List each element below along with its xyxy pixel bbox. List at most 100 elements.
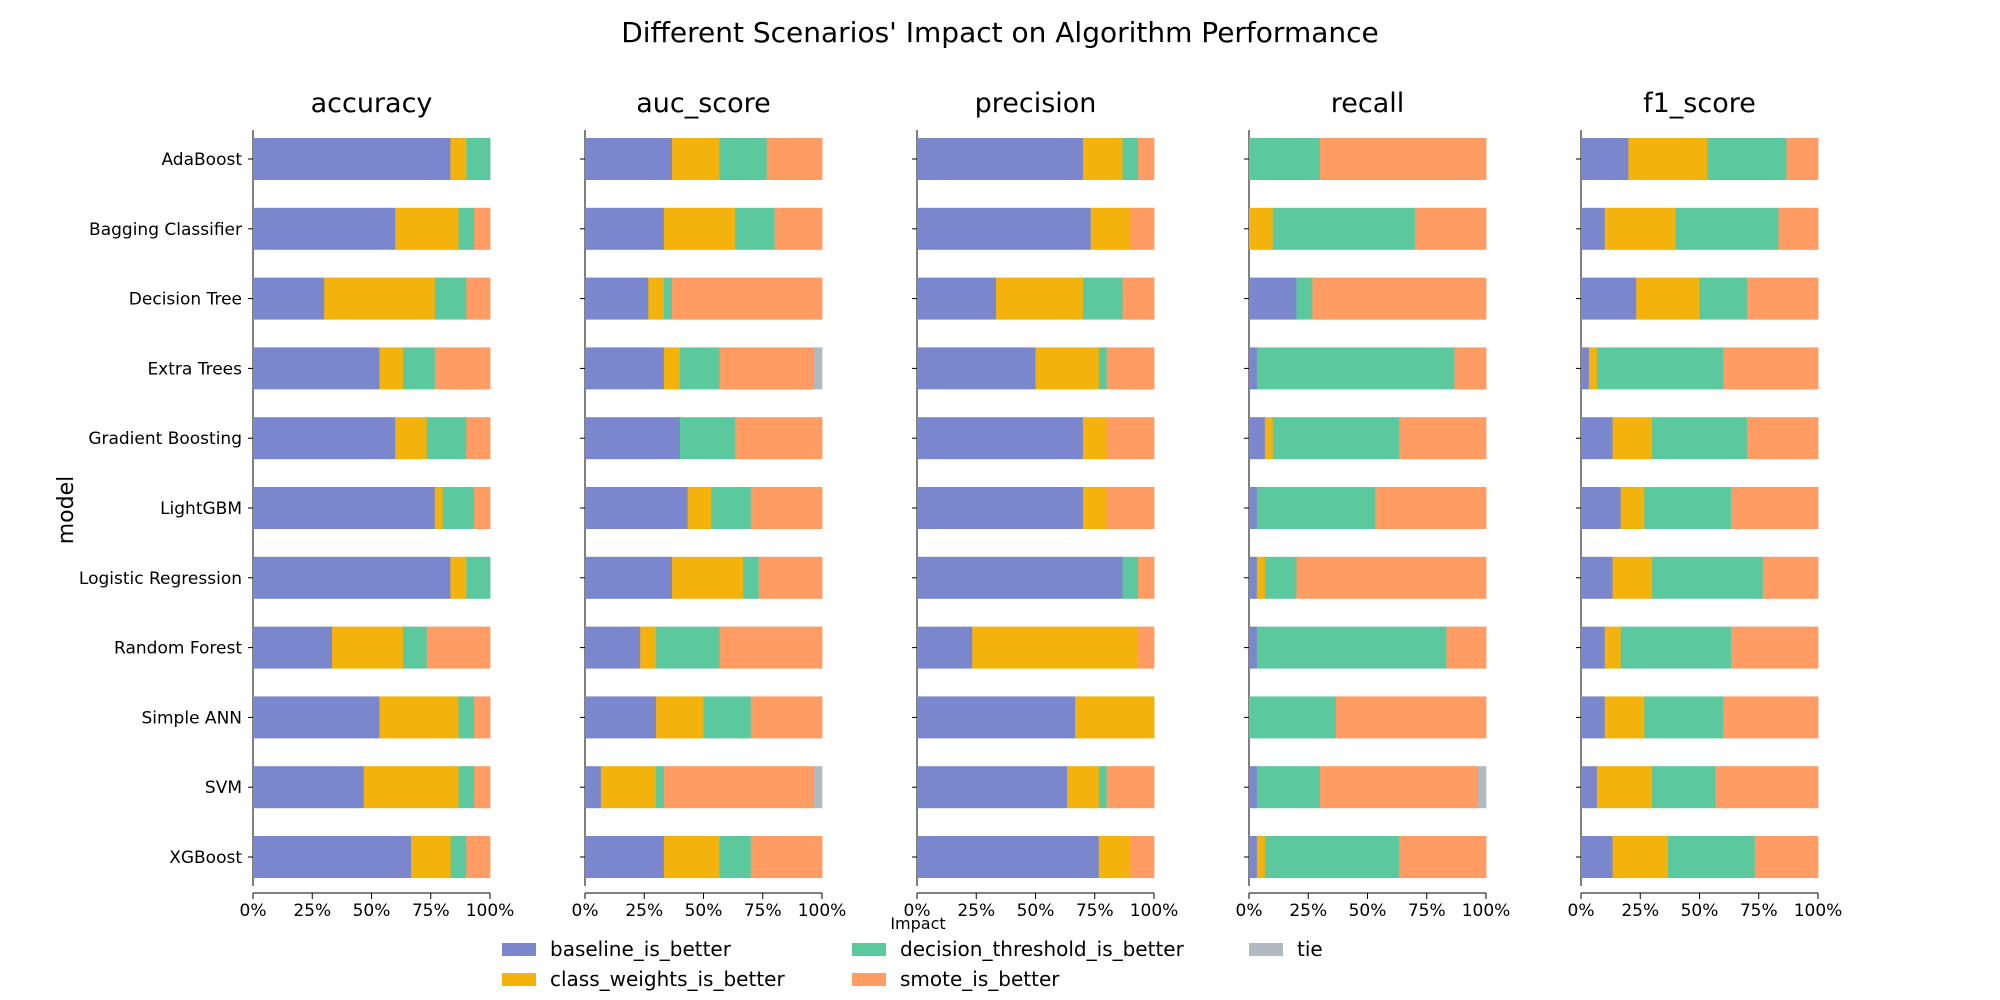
bar-f1-score-bagging-classifier-class-weights-is-better (1604, 207, 1677, 250)
bar-accuracy-bagging-classifier-baseline-is-better (253, 207, 396, 250)
bar-auc-score-extra-trees-smote-is-better (719, 347, 815, 390)
bar-recall-xgboost-smote-is-better (1399, 836, 1487, 878)
legend-label-smote: smote_is_better (900, 967, 1060, 991)
bar-precision-random-forest-smote-is-better (1138, 626, 1155, 669)
bar-auc-score-decision-tree-class-weights-is-better (648, 277, 665, 320)
bar-auc-score-lightgbm-smote-is-better (750, 487, 823, 529)
bar-accuracy-simple-ann-decision-threshold-is-better (458, 696, 475, 739)
legend-item-tie: tie (1249, 936, 1323, 962)
bar-auc-score-logistic-regression-baseline-is-better (585, 556, 673, 599)
bar-f1-score-adaboost-smote-is-better (1786, 138, 1819, 180)
bar-precision-bagging-classifier-smote-is-better (1130, 207, 1155, 250)
bar-f1-score-extra-trees-baseline-is-better (1581, 347, 1590, 390)
bar-f1-score-decision-tree-decision-threshold-is-better (1699, 277, 1748, 320)
bar-f1-score-extra-trees-decision-threshold-is-better (1596, 347, 1724, 390)
bar-f1-score-xgboost-class-weights-is-better (1612, 836, 1669, 878)
bar-accuracy-adaboost-decision-threshold-is-better (466, 138, 491, 180)
bar-f1-score-extra-trees-smote-is-better (1723, 347, 1819, 390)
bar-accuracy-xgboost-decision-threshold-is-better (450, 836, 467, 878)
bar-recall-xgboost-decision-threshold-is-better (1264, 836, 1400, 878)
bar-f1-score-simple-ann-baseline-is-better (1581, 696, 1606, 739)
bar-recall-logistic-regression-class-weights-is-better (1256, 556, 1266, 599)
bar-f1-score-simple-ann-decision-threshold-is-better (1644, 696, 1724, 739)
bar-precision-random-forest-class-weights-is-better (972, 626, 1139, 669)
bar-accuracy-decision-tree-smote-is-better (466, 277, 491, 320)
bar-precision-adaboost-class-weights-is-better (1082, 138, 1123, 180)
bar-accuracy-svm-decision-threshold-is-better (458, 766, 475, 809)
bar-auc-score-xgboost-smote-is-better (750, 836, 823, 878)
bar-recall-gradient-boosting-smote-is-better (1399, 417, 1487, 460)
x-tick-label: 75% (744, 901, 782, 921)
bar-auc-score-random-forest-baseline-is-better (585, 626, 641, 669)
legend-swatch-class-weights (502, 972, 536, 986)
bar-accuracy-bagging-classifier-decision-threshold-is-better (458, 207, 475, 250)
bar-f1-score-gradient-boosting-class-weights-is-better (1612, 417, 1653, 460)
bar-auc-score-logistic-regression-decision-threshold-is-better (743, 556, 760, 599)
x-tick-label: 50% (685, 901, 723, 921)
bar-precision-svm-class-weights-is-better (1067, 766, 1100, 809)
bar-auc-score-lightgbm-class-weights-is-better (687, 487, 712, 529)
bar-accuracy-lightgbm-smote-is-better (474, 487, 491, 529)
bar-recall-logistic-regression-decision-threshold-is-better (1264, 556, 1297, 599)
x-tick-label: 100% (798, 901, 847, 921)
bar-precision-logistic-regression-decision-threshold-is-better (1122, 556, 1139, 599)
bar-precision-gradient-boosting-class-weights-is-better (1082, 417, 1107, 460)
x-tick-label: 25% (1289, 901, 1327, 921)
bar-recall-bagging-classifier-decision-threshold-is-better (1272, 207, 1416, 250)
category-label-xgboost: XGBoost (169, 848, 242, 868)
bar-f1-score-bagging-classifier-smote-is-better (1778, 207, 1819, 250)
legend-label-class-weights: class_weights_is_better (550, 967, 785, 991)
bar-accuracy-logistic-regression-decision-threshold-is-better (466, 556, 491, 599)
bar-accuracy-gradient-boosting-baseline-is-better (253, 417, 396, 460)
bar-accuracy-svm-class-weights-is-better (363, 766, 459, 809)
bar-auc-score-adaboost-smote-is-better (766, 138, 823, 180)
bar-auc-score-logistic-regression-class-weights-is-better (671, 556, 744, 599)
x-tick-label: 25% (957, 901, 995, 921)
bar-recall-lightgbm-decision-threshold-is-better (1256, 487, 1376, 529)
panel-auc-score: auc_score 0% 25% 50% 75% 100% (572, 88, 847, 921)
bar-accuracy-random-forest-smote-is-better (426, 626, 491, 669)
legend-swatch-baseline (502, 942, 536, 956)
panel-title-precision: precision (975, 88, 1097, 119)
chart-panels: AdaBoost Bagging Classifier Decision Tree E… (79, 88, 1842, 921)
y-axis-label: model (54, 476, 79, 545)
category-label-simple-ann: Simple ANN (141, 708, 242, 728)
x-tick-label: 75% (1740, 901, 1778, 921)
x-tick-label: 0% (904, 901, 931, 921)
panel-title-f1-score: f1_score (1643, 88, 1756, 119)
panel-title-recall: recall (1331, 88, 1405, 119)
bar-recall-svm-smote-is-better (1320, 766, 1479, 809)
bar-accuracy-random-forest-decision-threshold-is-better (403, 626, 428, 669)
bar-recall-simple-ann-decision-threshold-is-better (1249, 696, 1337, 739)
bar-precision-svm-smote-is-better (1106, 766, 1155, 809)
bar-auc-score-gradient-boosting-smote-is-better (735, 417, 823, 460)
bar-recall-lightgbm-baseline-is-better (1249, 487, 1258, 529)
legend-swatch-decision-threshold (852, 942, 886, 956)
category-label-logistic-regression: Logistic Regression (79, 569, 242, 589)
bar-recall-decision-tree-decision-threshold-is-better (1296, 277, 1313, 320)
bar-f1-score-gradient-boosting-smote-is-better (1746, 417, 1819, 460)
bar-f1-score-random-forest-decision-threshold-is-better (1620, 626, 1732, 669)
bar-auc-score-svm-decision-threshold-is-better (656, 766, 665, 809)
bar-f1-score-adaboost-decision-threshold-is-better (1707, 138, 1787, 180)
bar-precision-adaboost-baseline-is-better (917, 138, 1084, 180)
bar-f1-score-logistic-regression-baseline-is-better (1581, 556, 1613, 599)
bar-accuracy-decision-tree-class-weights-is-better (324, 277, 436, 320)
bar-accuracy-extra-trees-class-weights-is-better (379, 347, 404, 390)
bar-recall-bagging-classifier-smote-is-better (1414, 207, 1487, 250)
panel-title-auc-score: auc_score (636, 88, 771, 119)
bar-auc-score-logistic-regression-smote-is-better (758, 556, 823, 599)
bar-f1-score-svm-class-weights-is-better (1596, 766, 1653, 809)
bar-accuracy-svm-baseline-is-better (253, 766, 365, 809)
bar-accuracy-decision-tree-baseline-is-better (253, 277, 325, 320)
bar-accuracy-extra-trees-baseline-is-better (253, 347, 380, 390)
legend-item-smote: smote_is_better (852, 966, 1059, 992)
bar-accuracy-xgboost-baseline-is-better (253, 836, 412, 878)
bar-auc-score-simple-ann-baseline-is-better (585, 696, 657, 739)
panel-accuracy: accuracy 0% 25% 50% 75% 100% (240, 88, 515, 921)
bar-recall-simple-ann-smote-is-better (1335, 696, 1487, 739)
bar-precision-simple-ann-class-weights-is-better (1075, 696, 1155, 739)
bar-recall-gradient-boosting-decision-threshold-is-better (1272, 417, 1400, 460)
bar-precision-xgboost-class-weights-is-better (1098, 836, 1131, 878)
bar-auc-score-extra-trees-class-weights-is-better (663, 347, 681, 390)
